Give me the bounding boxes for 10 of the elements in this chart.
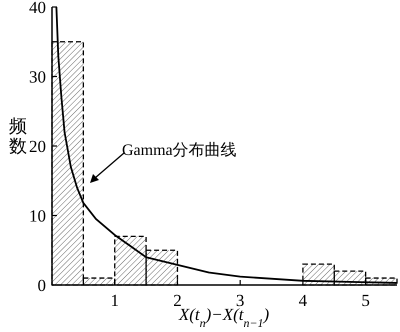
- annotation: Gamma分布曲线: [122, 141, 237, 159]
- x-tick-label: 5: [361, 291, 370, 310]
- y-tick-label: 20: [29, 137, 46, 156]
- x-tick-label: 4: [298, 291, 308, 310]
- x-tick-label: 1: [110, 291, 119, 310]
- y-tick-label: 40: [29, 0, 46, 17]
- y-tick-label: 0: [38, 276, 46, 295]
- y-tick-label: 10: [29, 206, 46, 226]
- y-tick-label: 30: [29, 68, 46, 86]
- y-axis-title: 频数: [9, 116, 27, 156]
